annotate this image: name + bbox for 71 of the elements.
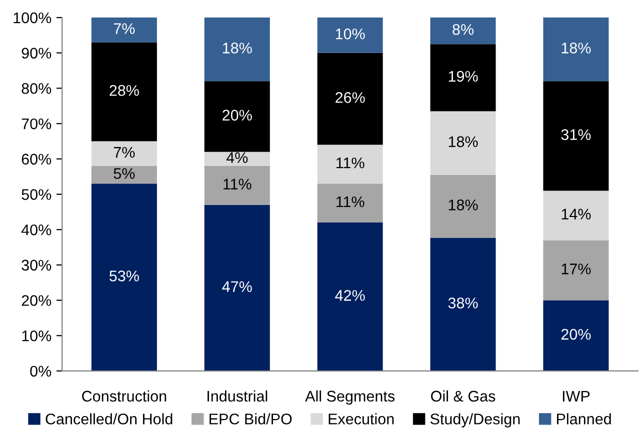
bar: [543, 190, 609, 240]
x-tick-label: Oil & Gas: [431, 390, 496, 402]
data-label: 18%: [223, 42, 252, 54]
bar: [204, 204, 270, 371]
bar: [543, 300, 609, 371]
data-label: 14%: [562, 208, 591, 220]
bar: [317, 18, 383, 53]
y-tick-label: 60%: [22, 154, 52, 165]
data-label: 28%: [110, 85, 139, 96]
bar: [430, 18, 496, 44]
y-tick-label: 100%: [14, 12, 52, 24]
y-tick-label: 70%: [22, 118, 52, 130]
data-label: 18%: [562, 42, 591, 54]
bar: [543, 18, 609, 82]
data-label: 47%: [222, 281, 252, 292]
bar: [430, 174, 496, 238]
data-label: 7%: [114, 23, 135, 34]
y-tick-label: 0%: [30, 366, 52, 377]
data-label: 19%: [448, 70, 478, 82]
bar: [543, 81, 609, 191]
data-label: 53%: [110, 270, 139, 282]
legend-label: EPC Bid/PO: [210, 413, 292, 424]
bar: [204, 81, 270, 152]
data-label: 10%: [336, 28, 365, 40]
bar: [204, 152, 270, 166]
bar: [430, 44, 496, 112]
x-tick-label: Construction: [82, 390, 166, 402]
x-tick-label: IWP: [562, 390, 590, 402]
data-label: 11%: [336, 158, 364, 168]
y-tick-label: 20%: [22, 295, 52, 306]
bar: [543, 240, 609, 300]
bar: [204, 18, 270, 82]
bar: [91, 166, 157, 184]
legend-label: Planned: [557, 413, 611, 424]
bar: [204, 166, 270, 205]
data-label: 20%: [561, 328, 591, 340]
data-label: 18%: [448, 136, 478, 148]
legend-label: Execution: [328, 413, 394, 424]
bar: [91, 18, 157, 42]
bar: [91, 42, 157, 142]
bar: [317, 52, 383, 145]
y-tick-label: 50%: [22, 189, 52, 200]
bar: [91, 141, 157, 166]
data-label: 26%: [336, 92, 365, 103]
y-tick-label: 30%: [22, 260, 52, 271]
y-tick-label: 40%: [21, 224, 52, 236]
bar: [91, 184, 157, 371]
legend-label: Study/Design: [430, 413, 520, 428]
data-label: 8%: [452, 24, 474, 35]
data-label: 38%: [448, 298, 478, 308]
bar: [317, 144, 383, 184]
data-label: 17%: [562, 264, 591, 274]
x-tick-label: Industrial: [208, 390, 268, 402]
bar: [317, 222, 383, 371]
data-label: 11%: [336, 196, 364, 208]
data-label: 42%: [335, 290, 365, 301]
bar: [430, 111, 496, 175]
data-label: 18%: [448, 200, 478, 210]
data-label: 31%: [561, 129, 591, 140]
x-tick-label: All Segments: [305, 390, 395, 405]
y-tick-label: 80%: [22, 83, 52, 94]
legend-label: Cancelled/On Hold: [46, 413, 172, 424]
data-label: 7%: [114, 146, 135, 158]
y-tick-label: 90%: [22, 48, 52, 59]
bar: [430, 238, 496, 371]
bar: [317, 184, 383, 223]
data-label: 4%: [226, 152, 248, 163]
data-label: 11%: [224, 178, 252, 190]
y-tick-label: 10%: [22, 330, 52, 342]
data-label: 5%: [114, 168, 135, 179]
data-label: 20%: [222, 110, 252, 121]
